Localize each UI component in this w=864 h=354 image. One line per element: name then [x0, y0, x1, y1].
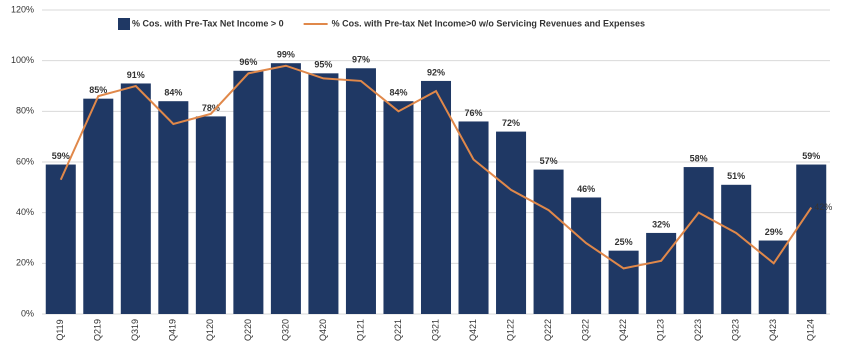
bar — [496, 131, 527, 314]
x-tick-label: Q121 — [355, 319, 365, 341]
bar-value-label: 57% — [540, 156, 558, 166]
x-tick-label: Q419 — [168, 319, 178, 341]
bar-value-label: 51% — [727, 171, 745, 181]
x-tick-label: Q120 — [205, 319, 215, 341]
bar-value-label: 25% — [615, 237, 633, 247]
bar — [533, 169, 564, 314]
bar-value-label: 46% — [577, 184, 595, 194]
bar-value-label: 78% — [202, 103, 220, 113]
y-tick-label: 40% — [16, 207, 34, 217]
x-tick-label: Q319 — [130, 319, 140, 341]
bar — [796, 164, 827, 314]
x-tick-label: Q122 — [505, 319, 515, 341]
y-tick-label: 0% — [21, 308, 34, 318]
x-tick-label: Q222 — [543, 319, 553, 341]
bar-value-label: 99% — [277, 50, 295, 60]
x-tick-label: Q219 — [93, 319, 103, 341]
bar — [571, 197, 602, 314]
bar-value-label: 76% — [465, 108, 483, 118]
bar-value-label: 84% — [389, 88, 407, 98]
x-tick-label: Q220 — [243, 319, 253, 341]
y-tick-label: 120% — [11, 4, 34, 14]
line-value-label: 42% — [814, 202, 832, 212]
bar — [458, 121, 489, 314]
bar — [683, 167, 714, 314]
bar — [420, 80, 452, 314]
bar — [158, 101, 189, 314]
bar — [345, 68, 376, 315]
y-tick-label: 60% — [16, 156, 34, 166]
bar-value-label: 72% — [502, 118, 520, 128]
legend-label: % Cos. with Pre-Tax Net Income > 0 — [132, 18, 284, 28]
x-tick-label: Q119 — [55, 319, 65, 340]
x-tick-label: Q423 — [768, 319, 778, 341]
bar-value-label: 59% — [802, 151, 820, 161]
x-tick-label: Q422 — [618, 319, 628, 341]
bar — [83, 98, 114, 315]
x-tick-label: Q223 — [693, 319, 703, 341]
bar-value-label: 97% — [352, 55, 370, 65]
x-tick-label: Q421 — [468, 319, 478, 341]
y-tick-label: 80% — [16, 106, 34, 116]
bar-value-label: 32% — [652, 219, 670, 229]
x-tick-label: Q221 — [393, 319, 403, 341]
bar-value-label: 96% — [239, 57, 257, 67]
bar-value-label: 91% — [127, 70, 145, 80]
x-tick-label: Q322 — [580, 319, 590, 341]
bar-value-label: 84% — [164, 88, 182, 98]
bar — [721, 184, 752, 314]
bar-value-label: 59% — [52, 151, 70, 161]
x-tick-label: Q323 — [731, 319, 741, 341]
bar — [120, 83, 151, 314]
bar-value-label: 58% — [690, 153, 708, 163]
x-tick-label: Q321 — [430, 319, 440, 341]
bar — [270, 63, 301, 315]
bar-value-label: 29% — [765, 227, 783, 237]
bar — [646, 232, 677, 314]
x-tick-label: Q124 — [806, 319, 816, 341]
bar — [45, 164, 76, 314]
x-tick-label: Q420 — [318, 319, 328, 341]
bar-value-label: 92% — [427, 67, 445, 77]
legend-label: % Cos. with Pre-tax Net Income>0 w/o Ser… — [332, 18, 645, 28]
bar — [308, 73, 339, 314]
line-series — [59, 64, 813, 270]
bar-value-label: 85% — [89, 85, 107, 95]
bar — [233, 70, 264, 314]
bar — [758, 240, 789, 314]
x-tick-label: Q320 — [280, 319, 290, 341]
bar — [195, 116, 226, 315]
y-tick-label: 100% — [11, 55, 34, 65]
legend-swatch — [118, 18, 130, 30]
x-tick-label: Q123 — [656, 319, 666, 341]
y-tick-label: 20% — [16, 258, 34, 268]
bar-value-label: 95% — [314, 60, 332, 70]
bar — [383, 101, 414, 314]
